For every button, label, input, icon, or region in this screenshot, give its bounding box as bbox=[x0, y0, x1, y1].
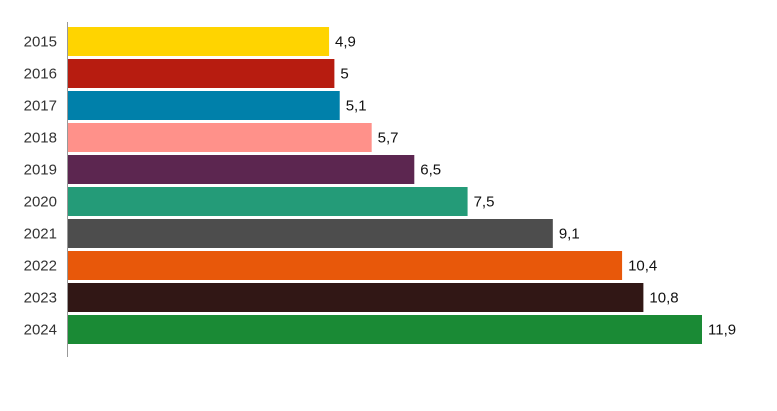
value-label: 7,5 bbox=[474, 193, 495, 210]
category-label: 2019 bbox=[24, 161, 57, 178]
value-label: 9,1 bbox=[559, 225, 580, 242]
category-label: 2015 bbox=[24, 33, 57, 50]
bar bbox=[68, 59, 335, 88]
category-label: 2021 bbox=[24, 225, 57, 242]
value-label: 5 bbox=[340, 65, 348, 82]
bar bbox=[68, 187, 468, 216]
category-label: 2016 bbox=[24, 65, 57, 82]
bar bbox=[68, 155, 415, 184]
bar bbox=[68, 315, 702, 344]
value-label: 10,4 bbox=[628, 257, 657, 274]
category-label: 2017 bbox=[24, 97, 57, 114]
value-label: 11,9 bbox=[708, 321, 736, 338]
category-label: 2018 bbox=[24, 129, 57, 146]
category-label: 2020 bbox=[24, 193, 57, 210]
value-label: 5,1 bbox=[346, 97, 367, 114]
bar bbox=[68, 123, 372, 152]
bar bbox=[68, 27, 330, 56]
bar bbox=[68, 251, 623, 280]
value-label: 10,8 bbox=[649, 289, 678, 306]
category-label: 2024 bbox=[24, 321, 57, 338]
value-label: 5,7 bbox=[378, 129, 399, 146]
category-label: 2022 bbox=[24, 257, 57, 274]
category-label: 2023 bbox=[24, 289, 57, 306]
bar bbox=[68, 91, 340, 120]
value-label: 6,5 bbox=[420, 161, 441, 178]
value-label: 4,9 bbox=[335, 33, 356, 50]
bar bbox=[68, 283, 644, 312]
bar bbox=[68, 219, 553, 248]
